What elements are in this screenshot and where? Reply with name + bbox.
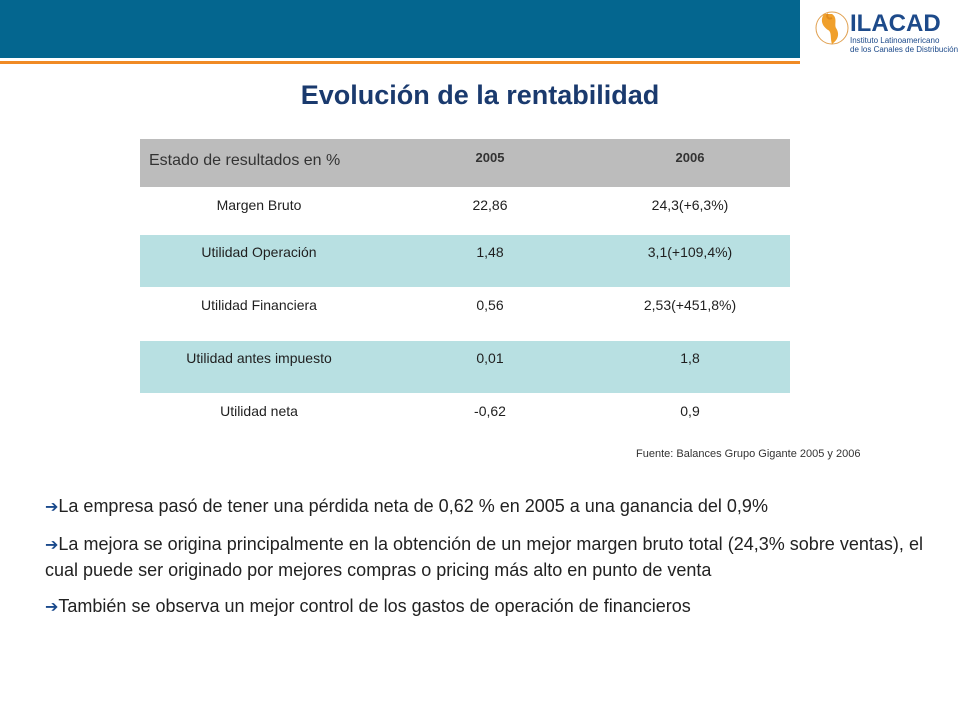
row-value-2005: 1,48 bbox=[476, 244, 504, 260]
arrow-right-icon: ➔ bbox=[45, 599, 59, 616]
logo-subtitle: Instituto Latinoamericano de los Canales… bbox=[850, 36, 960, 54]
table-row: Utilidad Operación 1,48 3,1(+109,4%) bbox=[140, 235, 790, 287]
table-header-label: Estado de resultados en % bbox=[149, 152, 341, 169]
logo-subtitle-line2: de los Canales de Distribución bbox=[850, 45, 959, 54]
logo-subtitle-line1: Instituto Latinoamericano bbox=[850, 36, 940, 45]
bullet-item: ➔También se observa un mejor control de … bbox=[45, 594, 923, 620]
row-value-2005: 0,56 bbox=[476, 297, 504, 313]
row-value-2006: 24,3(+6,3%) bbox=[651, 197, 729, 213]
row-value-2005: 22,86 bbox=[472, 197, 508, 213]
row-label: Margen Bruto bbox=[216, 197, 302, 213]
bullet-text: La mejora se origina principalmente en l… bbox=[45, 534, 923, 580]
table-row: Utilidad Financiera 0,56 2,53(+451,8%) bbox=[140, 287, 790, 335]
table-header-2005: 2005 bbox=[475, 150, 505, 165]
ilacad-logo: ILACAD Instituto Latinoamericano de los … bbox=[808, 4, 958, 64]
arrow-right-icon: ➔ bbox=[45, 499, 59, 516]
source-note: Fuente: Balances Grupo Gigante 2005 y 20… bbox=[636, 448, 861, 460]
row-label: Utilidad Operación bbox=[201, 244, 317, 260]
row-value-2006: 2,53(+451,8%) bbox=[643, 297, 737, 313]
row-value-2006: 3,1(+109,4%) bbox=[647, 244, 733, 260]
table-row: Utilidad neta -0,62 0,9 bbox=[140, 393, 790, 441]
header-accent-line bbox=[0, 61, 800, 64]
table-header-2006: 2006 bbox=[675, 150, 705, 165]
row-label: Utilidad antes impuesto bbox=[186, 350, 332, 366]
row-label: Utilidad Financiera bbox=[201, 297, 317, 313]
arrow-right-icon: ➔ bbox=[45, 537, 59, 554]
row-label: Utilidad neta bbox=[220, 403, 298, 419]
bullet-item: ➔La mejora se origina principalmente en … bbox=[45, 532, 923, 582]
row-value-2005: -0,62 bbox=[474, 403, 506, 419]
results-table: Estado de resultados en % 2005 2006 Marg… bbox=[140, 139, 790, 441]
table-row: Utilidad antes impuesto 0,01 1,8 bbox=[140, 341, 790, 393]
globe-icon bbox=[815, 11, 849, 45]
table-row: Margen Bruto 22,86 24,3(+6,3%) bbox=[140, 187, 790, 235]
row-value-2006: 0,9 bbox=[680, 403, 700, 419]
bullet-item: ➔La empresa pasó de tener una pérdida ne… bbox=[45, 494, 923, 520]
row-value-2006: 1,8 bbox=[680, 350, 700, 366]
table-header-row: Estado de resultados en % 2005 2006 bbox=[140, 139, 790, 187]
bullet-list: ➔La empresa pasó de tener una pérdida ne… bbox=[45, 494, 923, 632]
bullet-text: La empresa pasó de tener una pérdida net… bbox=[58, 496, 768, 516]
page-title: Evolución de la rentabilidad bbox=[300, 80, 660, 110]
header-bar bbox=[0, 0, 800, 58]
logo-name: ILACAD bbox=[850, 10, 941, 37]
row-value-2005: 0,01 bbox=[476, 350, 504, 366]
bullet-text: También se observa un mejor control de l… bbox=[58, 596, 691, 616]
